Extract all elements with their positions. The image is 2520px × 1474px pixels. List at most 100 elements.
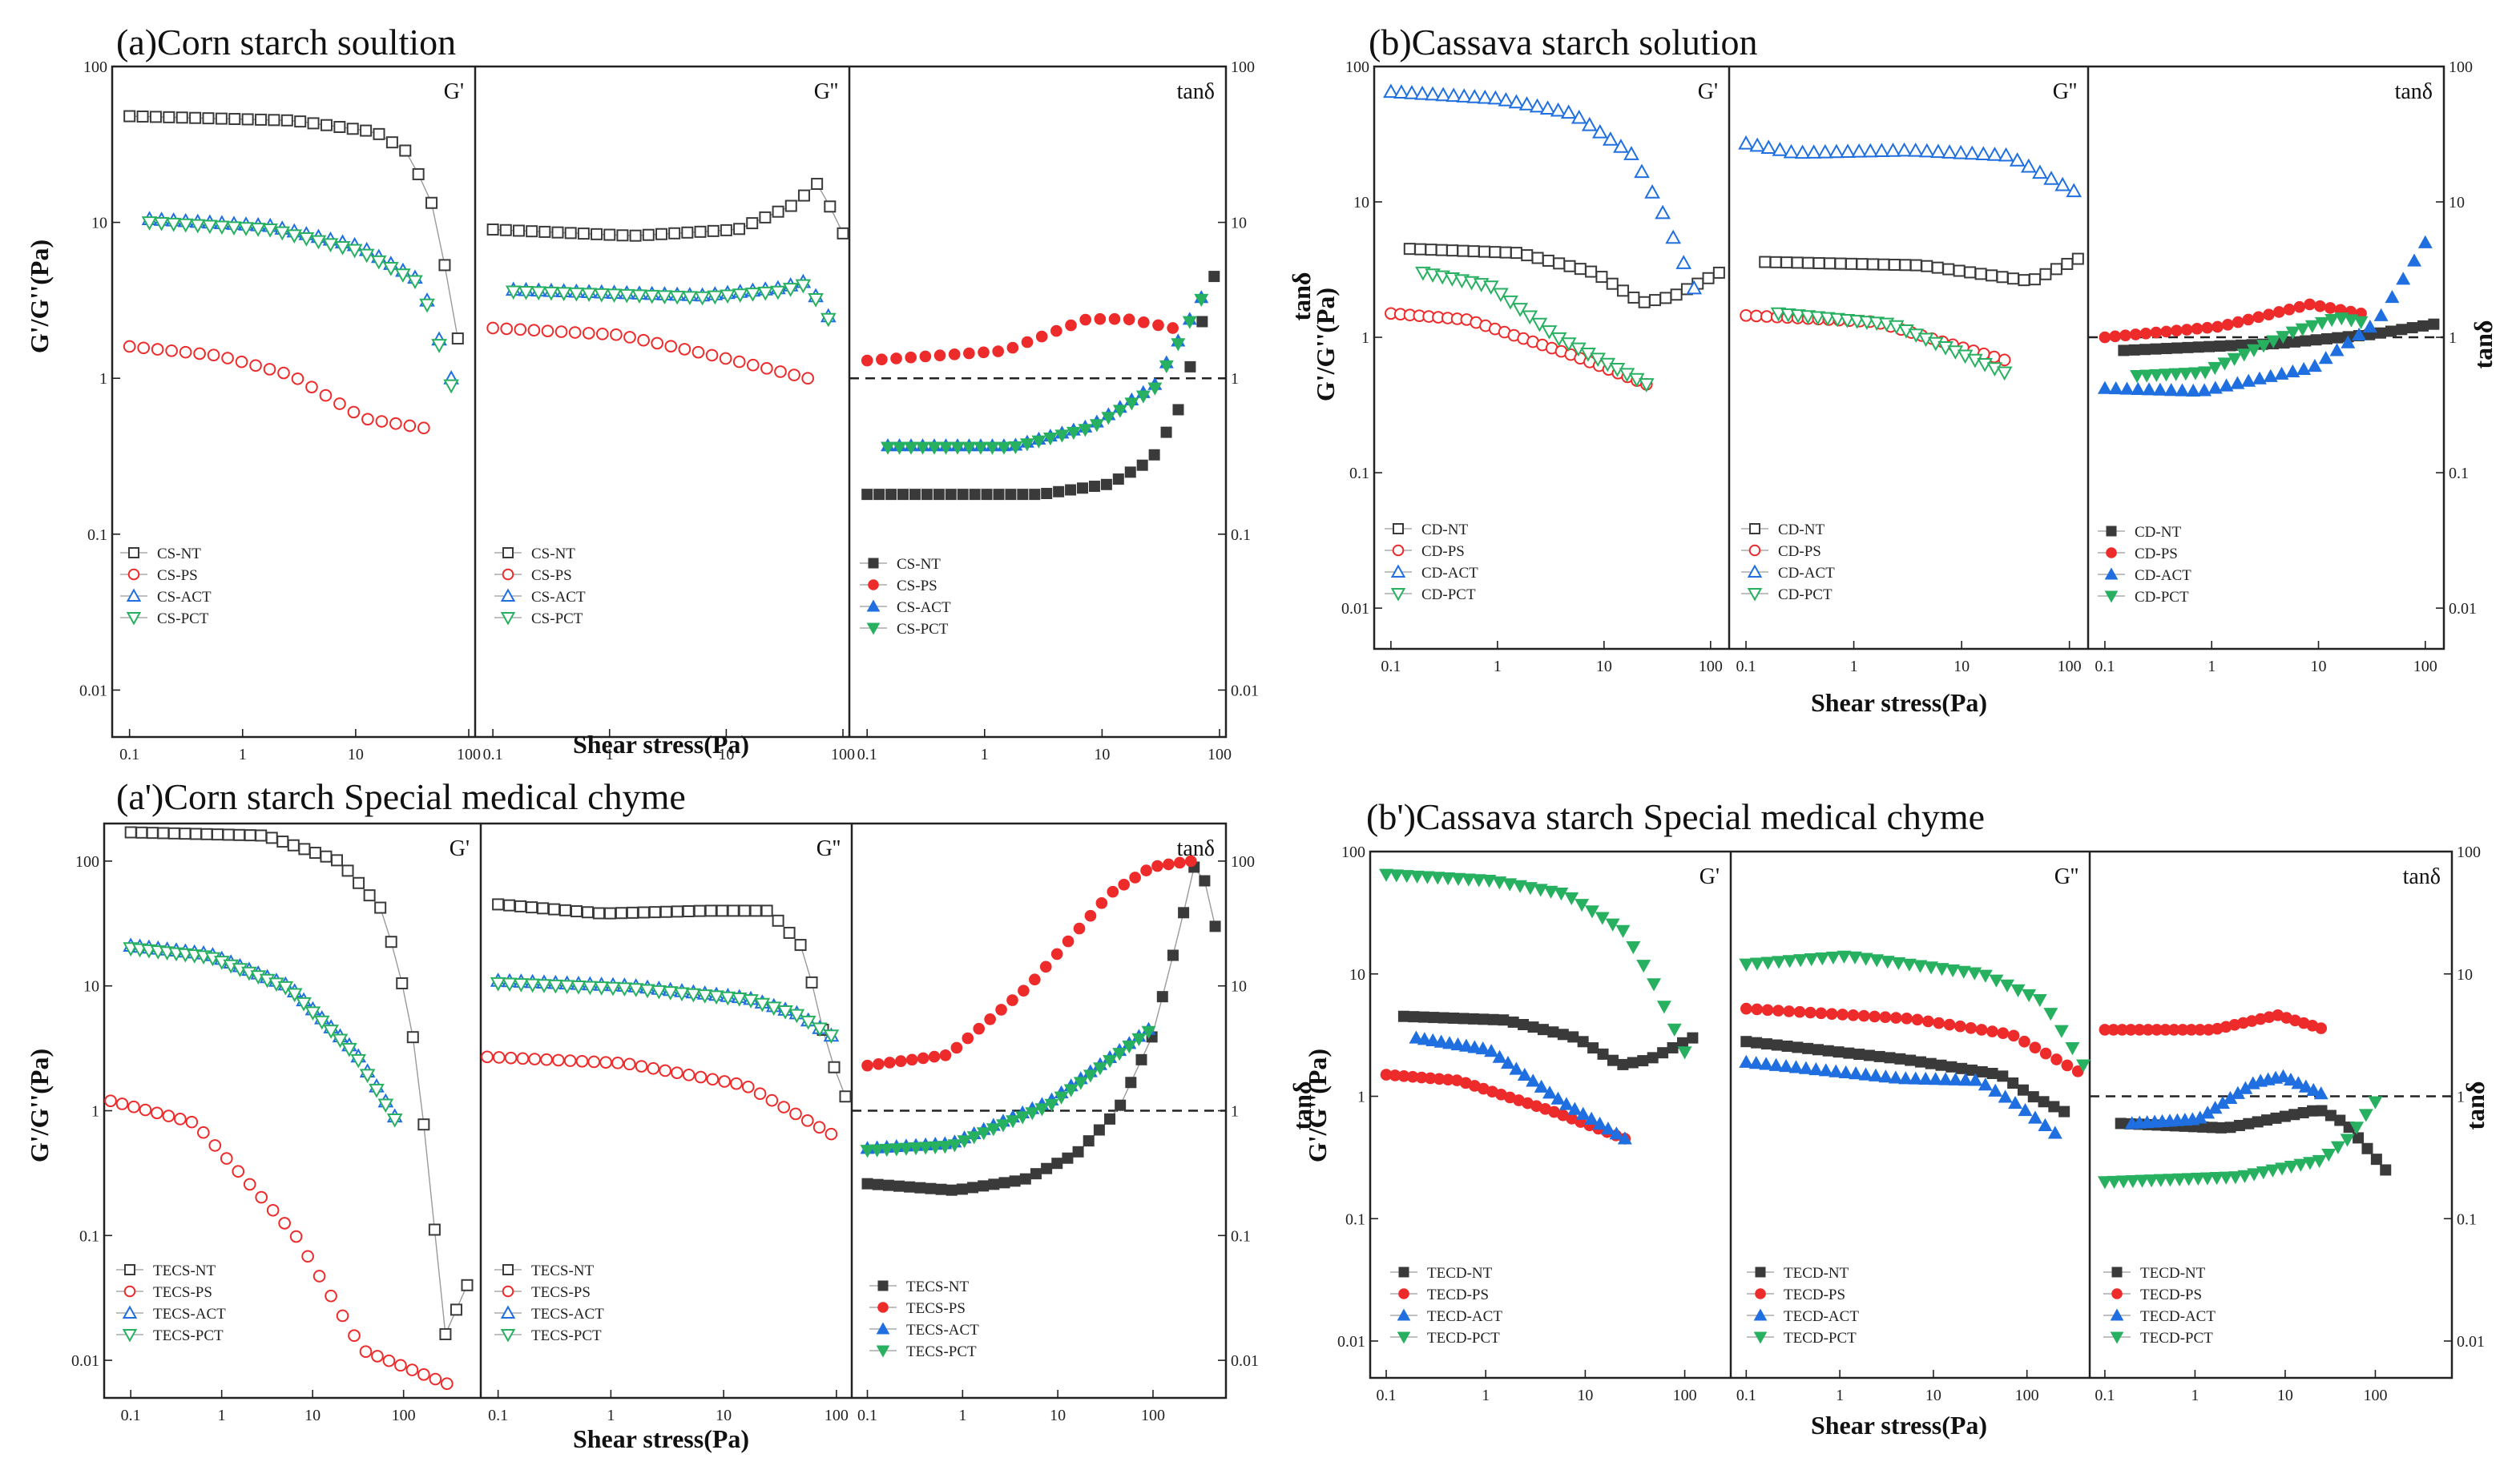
data-point xyxy=(671,1066,683,1079)
series-cs-act-tan- xyxy=(881,290,1209,452)
data-point xyxy=(2304,320,2320,333)
data-point xyxy=(363,889,376,902)
series-cd-pct xyxy=(1415,266,1655,393)
data-point xyxy=(1054,429,1070,443)
data-point xyxy=(2192,341,2204,353)
data-point xyxy=(1171,338,1186,352)
panel-label: tanδ xyxy=(2395,79,2433,104)
data-point xyxy=(425,196,438,209)
data-point xyxy=(1665,229,1681,244)
data-point xyxy=(937,1141,953,1154)
y2-tick-label: 0.1 xyxy=(2457,1210,2477,1228)
data-point xyxy=(1845,257,1857,270)
legend: TECS-NT TECS-PS TECS-ACT TECS-PCT xyxy=(116,1263,226,1344)
data-point xyxy=(333,397,346,410)
series-tecs-nt xyxy=(124,826,474,1340)
y-tick-label: 0.01 xyxy=(1341,600,1369,618)
x-tick-label: 1 xyxy=(218,1407,226,1424)
data-point xyxy=(2131,381,2146,395)
data-point xyxy=(526,901,538,914)
data-point xyxy=(1782,955,1797,969)
data-point xyxy=(1030,1168,1042,1180)
data-point xyxy=(1781,1040,1793,1052)
y-tick-label: 100 xyxy=(83,58,107,76)
data-point xyxy=(146,827,159,840)
legend-marker xyxy=(128,547,139,558)
data-point xyxy=(527,324,541,337)
data-point xyxy=(904,441,918,455)
x-tick-label: 0.1 xyxy=(2095,658,2115,675)
data-point xyxy=(1627,291,1640,304)
x-tick-label: 10 xyxy=(1596,658,1612,675)
data-point xyxy=(1095,896,1108,909)
data-point xyxy=(1964,145,1981,160)
data-point xyxy=(1089,419,1104,433)
data-point xyxy=(304,1006,321,1021)
data-point xyxy=(1017,489,1029,501)
data-point xyxy=(1873,1050,1885,1062)
data-point xyxy=(289,1230,303,1243)
data-point xyxy=(1791,256,1804,269)
data-point xyxy=(1006,1115,1021,1129)
data-point xyxy=(1675,255,1692,269)
legend-marker xyxy=(500,612,516,626)
data-point xyxy=(2139,344,2151,356)
data-point xyxy=(450,1303,462,1316)
data-point xyxy=(603,228,616,241)
data-point xyxy=(765,1001,782,1017)
data-point xyxy=(1815,952,1830,966)
data-point xyxy=(1606,277,1619,290)
data-point xyxy=(551,226,564,239)
data-point xyxy=(1484,1044,1499,1057)
data-point xyxy=(1409,1030,1424,1044)
data-point xyxy=(504,1051,518,1065)
data-point xyxy=(1041,1162,1053,1174)
data-point xyxy=(917,1052,929,1065)
data-point xyxy=(693,904,706,917)
data-point xyxy=(394,1359,407,1372)
legend-marker xyxy=(500,1329,516,1343)
series-connector xyxy=(493,183,844,236)
data-point xyxy=(441,1377,454,1391)
data-point xyxy=(605,981,621,997)
legend-label: TECS-PS xyxy=(153,1284,212,1301)
data-point xyxy=(1547,1026,1559,1038)
data-point xyxy=(800,1114,814,1127)
data-point xyxy=(885,489,897,501)
y-tick-label: 1 xyxy=(1357,1089,1365,1106)
data-point xyxy=(1471,874,1486,888)
data-point xyxy=(287,839,300,852)
data-point xyxy=(1125,1077,1137,1089)
data-point xyxy=(707,224,720,237)
legend-label: CS-PCT xyxy=(531,610,583,627)
data-point xyxy=(1749,137,1765,152)
data-point xyxy=(301,1250,314,1263)
data-point xyxy=(1006,341,1019,354)
series-cs-act xyxy=(141,211,459,385)
data-point xyxy=(2283,303,2296,316)
series-tecs-nt-tan- xyxy=(861,861,1221,1196)
data-point xyxy=(2224,340,2236,352)
data-point xyxy=(202,219,218,235)
legend-label: TECS-PCT xyxy=(531,1327,602,1344)
data-point xyxy=(1834,257,1847,270)
data-point xyxy=(682,291,698,305)
data-point xyxy=(1574,263,1587,276)
data-point xyxy=(967,1182,979,1194)
data-point xyxy=(385,136,398,149)
data-point xyxy=(1759,1057,1774,1070)
series-cs-nt xyxy=(123,110,464,345)
x-tick-label: 100 xyxy=(831,746,855,763)
data-point xyxy=(1487,90,1504,105)
data-point xyxy=(2150,343,2162,355)
data-point xyxy=(1677,1046,1692,1060)
data-point xyxy=(1597,1048,1609,1060)
legend-marker xyxy=(1748,544,1761,557)
data-point xyxy=(1885,143,1901,157)
x-tick-label: 100 xyxy=(1141,1407,1165,1424)
data-point xyxy=(1129,872,1141,884)
data-point xyxy=(2288,336,2300,348)
data-point xyxy=(412,167,425,180)
chart-a: (a)Corn starch soultion 0.01 0.01 0.1 0.1 1 1 1… xyxy=(25,22,1316,763)
